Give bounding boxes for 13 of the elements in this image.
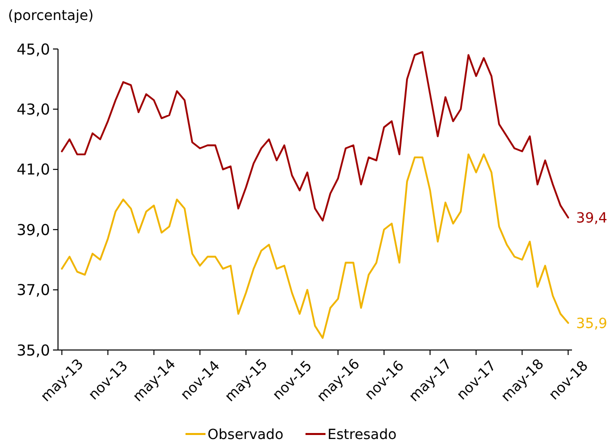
line-series <box>60 51 570 222</box>
y-tick-label: 43,0 <box>16 100 50 118</box>
line-series <box>60 153 570 339</box>
y-tick-label: 35,0 <box>16 341 50 360</box>
y-tick-label: 45,0 <box>16 40 50 58</box>
y-tick-label: 41,0 <box>16 160 50 179</box>
y-axis-title: (porcentaje) <box>8 8 94 24</box>
data-label: 35,9 <box>576 316 608 332</box>
legend-label: Observado <box>208 426 284 443</box>
legend-label: Estresado <box>328 426 397 443</box>
y-tick-label: 39,0 <box>16 220 50 239</box>
y-tick-label: 37,0 <box>16 281 50 300</box>
data-label: 39,4 <box>576 210 608 226</box>
